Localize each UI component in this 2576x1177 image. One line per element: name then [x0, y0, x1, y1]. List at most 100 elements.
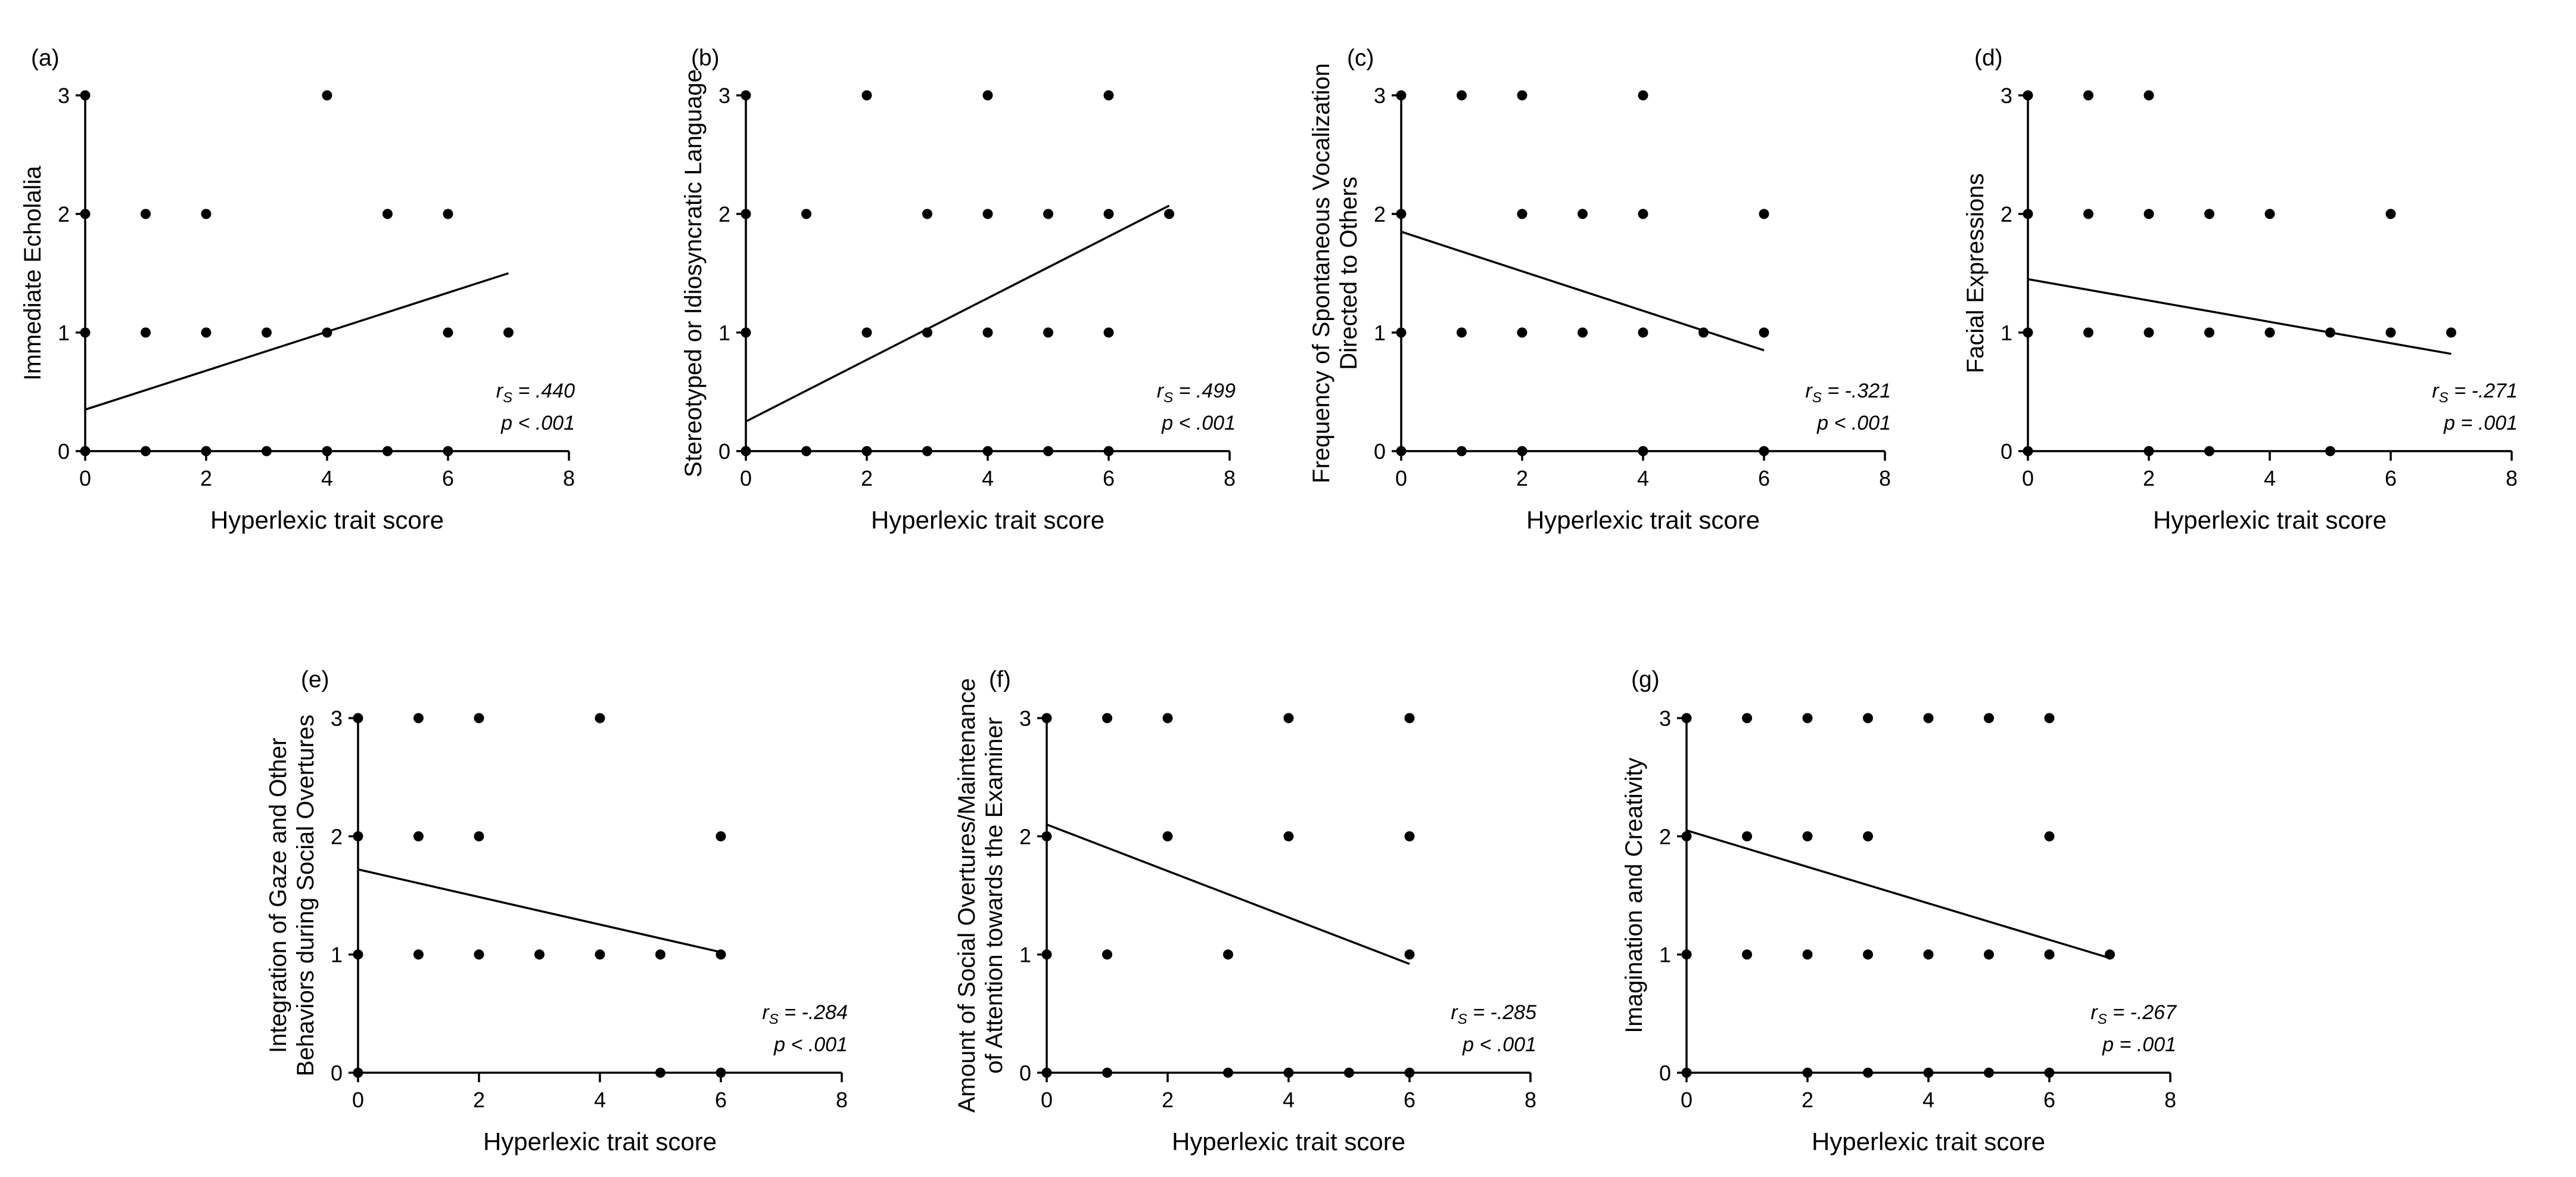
- stat-r-subscript: S: [769, 1011, 779, 1027]
- x-tick-label: 8: [2506, 466, 2518, 490]
- data-point: [1103, 446, 1114, 456]
- data-point: [1984, 713, 1994, 723]
- y-tick-label: 1: [718, 321, 730, 345]
- data-point: [141, 446, 151, 456]
- y-tick-label: 2: [718, 202, 730, 226]
- y-axis-title: Amount of Social Overtures/Maintenanceof…: [954, 678, 1007, 1113]
- regression-line: [85, 272, 509, 411]
- data-point: [1404, 1067, 1415, 1078]
- data-point: [474, 713, 484, 723]
- y-tick-label: 0: [718, 439, 730, 464]
- x-axis-title: Hyperlexic trait score: [483, 1128, 717, 1156]
- stat-r-value: = -.321: [1822, 380, 1891, 402]
- data-point: [201, 327, 211, 338]
- stat-p: p = .001: [2102, 1033, 2176, 1056]
- data-point: [1102, 713, 1112, 723]
- data-point: [413, 831, 424, 841]
- stat-p: p < .001: [500, 412, 575, 434]
- data-point: [655, 1067, 665, 1078]
- y-tick-label: 1: [331, 943, 343, 967]
- data-point: [2446, 327, 2456, 338]
- data-point: [1283, 713, 1294, 723]
- y-axis-title-line: Directed to Others: [1336, 176, 1362, 370]
- x-tick-label: 2: [1162, 1088, 1174, 1112]
- stat-r-subscript: S: [503, 390, 512, 406]
- data-point: [1698, 327, 1709, 338]
- x-tick-label: 4: [982, 466, 994, 490]
- panel-label: (c): [1347, 45, 1374, 71]
- data-point: [1863, 713, 1873, 723]
- data-point: [1404, 831, 1415, 841]
- data-point: [741, 446, 751, 456]
- data-point: [2204, 446, 2214, 456]
- x-tick-label: 0: [1681, 1088, 1693, 1112]
- y-tick-label: 1: [1019, 943, 1031, 967]
- y-axis-title-line: Imagination and Creativity: [1621, 757, 1647, 1033]
- regression-line: [745, 204, 1170, 423]
- data-point: [353, 949, 363, 960]
- stat-r-symbol: r: [2432, 380, 2440, 402]
- x-tick-label: 6: [1404, 1088, 1415, 1112]
- x-axis-title: Hyperlexic trait score: [210, 506, 444, 534]
- data-point: [413, 713, 424, 723]
- data-point: [2023, 90, 2033, 101]
- data-point: [1223, 1067, 1233, 1078]
- data-point: [1578, 209, 1588, 219]
- data-point: [922, 446, 932, 456]
- data-point: [2325, 327, 2335, 338]
- data-point: [982, 209, 993, 219]
- x-tick-label: 2: [1802, 1088, 1813, 1112]
- y-tick-label: 0: [2001, 439, 2012, 464]
- x-tick-label: 6: [1758, 466, 1770, 490]
- stat-r-symbol: r: [762, 1001, 770, 1024]
- data-point: [443, 209, 453, 219]
- chart-panel: (b) 0 2 4 6 8 0 1 2 3 Hyperlexic trait score Stereo…: [680, 45, 1236, 534]
- x-tick-label: 6: [715, 1088, 727, 1112]
- data-point: [2385, 209, 2396, 219]
- data-point: [1638, 90, 1648, 101]
- data-point: [2264, 209, 2275, 219]
- stat-r: rS = -.284: [762, 1001, 848, 1027]
- regression-line: [1686, 829, 2111, 959]
- data-point: [861, 90, 872, 101]
- data-point: [741, 327, 751, 338]
- data-point: [2264, 327, 2275, 338]
- data-point: [1404, 949, 1415, 960]
- x-tick-label: 0: [1041, 1088, 1053, 1112]
- chart-panel: (a) 0 2 4 6 8 0 1 2 3 Hyperlexic trait score Immedi…: [20, 45, 575, 534]
- data-point: [1164, 209, 1174, 219]
- data-point: [1396, 446, 1407, 456]
- data-point: [1923, 713, 1934, 723]
- stat-r: rS = .499: [1157, 380, 1236, 406]
- data-point: [322, 90, 332, 101]
- data-point: [1043, 209, 1053, 219]
- data-point: [1802, 831, 1813, 841]
- data-point: [861, 327, 872, 338]
- chart-panel: (d) 0 2 4 6 8 0 1 2 3 Hyperlexic trait score Facial…: [1962, 45, 2518, 534]
- y-tick-label: 2: [331, 824, 343, 849]
- data-point: [2023, 327, 2033, 338]
- stat-p: p < .001: [1161, 412, 1236, 434]
- x-axis-title: Hyperlexic trait score: [1526, 506, 1760, 534]
- x-tick-label: 2: [861, 466, 873, 490]
- stat-r-value: = -.284: [779, 1001, 848, 1024]
- panel-label: (b): [691, 45, 720, 71]
- stat-r-subscript: S: [2439, 390, 2449, 406]
- data-point: [1396, 327, 1407, 338]
- x-tick-label: 8: [1224, 466, 1236, 490]
- data-point: [1759, 446, 1769, 456]
- chart-panel: (e) 0 2 4 6 8 0 1 2 3 Hyperlexic trait score Integr…: [265, 667, 848, 1156]
- x-tick-label: 4: [594, 1088, 606, 1112]
- data-point: [141, 209, 151, 219]
- data-point: [2023, 209, 2033, 219]
- data-point: [443, 327, 453, 338]
- panel-label: (g): [1631, 667, 1660, 692]
- stat-r-symbol: r: [496, 380, 504, 402]
- data-point: [1863, 1067, 1873, 1078]
- y-tick-label: 2: [1659, 824, 1671, 849]
- data-point: [1517, 90, 1527, 101]
- y-axis-title: Immediate Echolalia: [20, 166, 46, 381]
- y-axis-title-line: Immediate Echolalia: [20, 166, 46, 381]
- data-point: [1103, 327, 1114, 338]
